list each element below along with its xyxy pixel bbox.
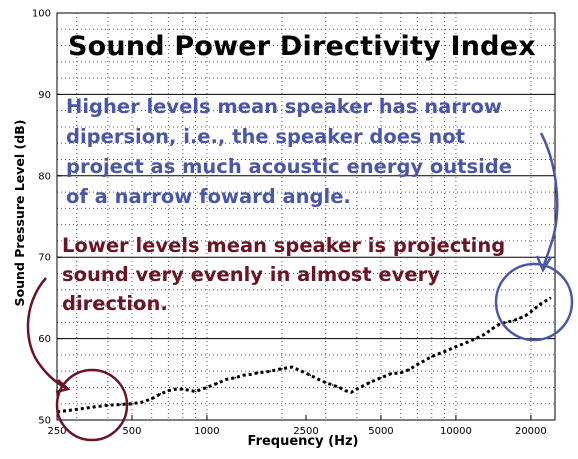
low-arrowhead [55, 379, 71, 394]
data-point [474, 337, 477, 340]
low-region-circle [55, 368, 129, 442]
y-tick-label: 60 [38, 334, 51, 345]
data-point [443, 350, 446, 353]
y-tick-label: 70 [38, 253, 51, 264]
data-point [324, 381, 327, 384]
data-point [256, 371, 259, 374]
x-tick-label: 5000 [368, 426, 393, 437]
data-point [75, 408, 78, 411]
data-point [281, 367, 283, 370]
data-point [408, 368, 411, 371]
data-point [350, 391, 353, 394]
data-point [159, 393, 162, 395]
data-point [530, 310, 532, 313]
data-point [518, 317, 521, 320]
data-point [141, 401, 144, 403]
high-arrow [539, 132, 559, 269]
data-point [249, 373, 252, 376]
x-tick-label: 10000 [440, 426, 472, 437]
data-point [416, 363, 419, 366]
data-point [194, 390, 197, 393]
data-point [505, 321, 508, 324]
y-tick-label: 50 [38, 416, 51, 427]
x-tick-label: 2500 [293, 426, 318, 437]
data-point [380, 376, 382, 379]
data-point [131, 402, 133, 405]
x-tick-label: 500 [122, 426, 141, 437]
data-point [455, 345, 457, 348]
data-point [175, 388, 177, 390]
data-point [269, 370, 272, 372]
annotation-marks [26, 132, 574, 442]
data-point [167, 389, 170, 392]
data-point [181, 388, 184, 390]
high-arrowhead [535, 255, 553, 273]
data-point [483, 333, 486, 336]
y-axis-label: Sound Pressure Level (dB) [12, 120, 27, 307]
data-point [356, 388, 358, 390]
data-point [368, 381, 371, 384]
x-tick-label: 20000 [515, 426, 547, 437]
major-gridlines [57, 93, 555, 340]
axis-ticks: 50 60 70 80 90 100 250 500 1000 2500 5000 10000 2000… [32, 9, 547, 438]
data-point [524, 315, 527, 317]
data-point [92, 406, 95, 408]
high-region-circle [494, 262, 574, 342]
y-tick-label: 80 [38, 171, 51, 182]
data-point [206, 386, 208, 389]
x-tick-label: 250 [47, 426, 66, 437]
low-level-annotation: Lower levels mean speaker is projecting … [62, 234, 506, 315]
axis-labels: Frequency (Hz) Sound Pressure Level (dB) [12, 120, 358, 449]
data-point [216, 382, 219, 385]
data-point [300, 370, 303, 372]
data-point [512, 319, 515, 322]
data-point [309, 374, 312, 377]
data-point [225, 378, 228, 381]
x-tick-label: 1000 [194, 426, 219, 437]
data-point [549, 297, 552, 299]
data-point [119, 403, 122, 406]
data-point [234, 376, 237, 379]
data-point [540, 302, 542, 305]
data-point [150, 398, 153, 400]
low-arrow [26, 277, 67, 390]
data-point [465, 341, 468, 344]
plot-frame [56, 12, 556, 421]
grid [57, 13, 555, 420]
data-point [344, 389, 347, 392]
data-point [390, 372, 393, 375]
data-point [430, 355, 433, 358]
data-point [242, 374, 245, 377]
chart-title-annotation: Sound Power Directivity Index [68, 31, 536, 62]
y-tick-label: 90 [38, 90, 51, 101]
x-axis-label: Frequency (Hz) [248, 434, 359, 449]
data-point [317, 378, 320, 381]
data-point [491, 328, 494, 330]
data-point [498, 323, 501, 325]
high-level-annotation: Higher levels mean speaker has narrow di… [66, 95, 512, 208]
data-point [291, 366, 293, 368]
data-point [331, 384, 334, 386]
data-point [107, 404, 109, 407]
data-point [338, 386, 341, 389]
data-point [399, 371, 402, 374]
y-tick-label: 100 [32, 9, 51, 20]
